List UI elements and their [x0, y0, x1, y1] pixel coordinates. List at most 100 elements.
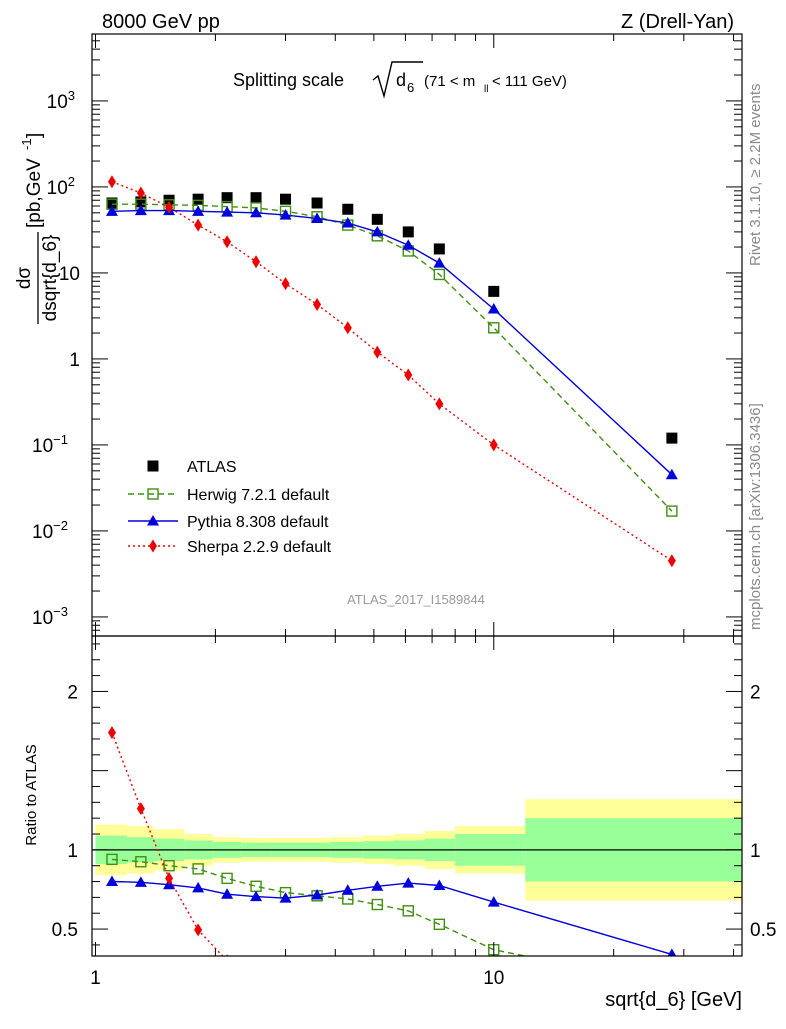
sherpa-point [343, 321, 352, 335]
legend-label: Pythia 8.308 default [187, 514, 329, 531]
herwig-point [221, 872, 233, 885]
pythia-point [402, 239, 415, 250]
pythia-point [192, 881, 205, 893]
pythia-point [371, 880, 384, 891]
analysis-id-label: ATLAS_2017_I1589844 [347, 592, 485, 607]
herwig-point [402, 905, 414, 917]
pythia-point [341, 884, 354, 895]
atlas-data-point [147, 460, 159, 472]
main-y-tick-label: 10 [59, 264, 80, 285]
main-y-tick-label: 10−3 [32, 604, 68, 629]
ratio-panel-frame [91, 635, 743, 957]
header-left-label: 8000 GeV pp [102, 11, 220, 33]
ylabel-unit-left: [pb,GeV [24, 158, 45, 228]
pythia-point [433, 879, 446, 891]
pythia-point [134, 876, 147, 887]
pythia-point [250, 890, 263, 902]
pythia-point [250, 206, 263, 218]
sherpa-point [107, 726, 116, 740]
main-y-tick-label: 103 [47, 88, 75, 113]
atlas-data-point [192, 193, 204, 205]
sherpa-point [489, 438, 498, 452]
title-sqrt-sub: 6 [407, 80, 414, 95]
pythia-point [147, 515, 159, 526]
legend-label: Sherpa 2.2.9 default [187, 539, 332, 556]
atlas-data-point [371, 213, 383, 225]
sherpa-point [107, 175, 116, 189]
ylabel-unit-right: ] [24, 133, 45, 138]
sherpa-point [281, 277, 290, 291]
legend: ATLAS Herwig 7.2.1 default Pythia 8.308 de… [128, 459, 332, 556]
sherpa-point [149, 539, 157, 553]
main-y-tick-label: 10−2 [32, 518, 68, 543]
ratio-y-tick-label-right: 2 [750, 682, 761, 703]
pythia-point [105, 205, 118, 216]
herwig-point [135, 856, 147, 868]
atlas-data-point [221, 192, 233, 204]
pythia-point [192, 205, 205, 216]
herwig-point [147, 488, 159, 500]
atlas-data-point [666, 432, 678, 444]
main-y-tick-label: 1 [69, 350, 80, 371]
ratio-y-tick-label: 0.5 [52, 920, 78, 941]
title-sqrt-sign [372, 61, 423, 99]
title-range-right: < 111 GeV) [492, 73, 567, 90]
sherpa-point [252, 255, 261, 269]
pythia-point [311, 889, 324, 900]
herwig-point [433, 918, 446, 931]
ratio-y-axis-label: Ratio to ATLAS [23, 744, 40, 845]
pythia-point [371, 225, 384, 237]
pythia-point [279, 209, 292, 220]
atlas-data-point [488, 285, 500, 297]
legend-label: Herwig 7.2.1 default [187, 487, 330, 504]
atlas-data-point [250, 192, 262, 204]
pythia-point [665, 468, 678, 480]
main-chart-title: Splitting scale d 6 (71 < m ll < 111 GeV… [233, 61, 567, 99]
herwig-point [163, 860, 175, 872]
x-tick-label: 1 [90, 968, 101, 989]
title-range-left: (71 < m [424, 73, 475, 90]
pythia-point [221, 206, 234, 217]
pythia-point [487, 896, 500, 907]
header-right-label: Z (Drell-Yan) [621, 11, 734, 33]
sherpa-point [435, 397, 444, 411]
sherpa-point [136, 802, 145, 816]
pythia-point [105, 875, 118, 887]
sherpa-point [373, 345, 382, 359]
herwig-point [106, 853, 118, 866]
x-axis-label: sqrt{d_6} [GeV] [605, 989, 742, 1011]
title-range-sub: ll [484, 84, 488, 95]
atlas-data-point [106, 197, 118, 209]
legend-label: ATLAS [187, 459, 237, 476]
pythia-point [341, 217, 354, 228]
ratio-y-tick-label: 2 [67, 682, 78, 703]
atlas-data-point [433, 243, 445, 255]
sherpa-point [223, 235, 232, 249]
ratio-y-tick-label: 1 [67, 841, 78, 862]
herwig-point [250, 880, 262, 892]
atlas-data-point [135, 196, 147, 208]
main-series-line [111, 209, 673, 476]
pythia-point [279, 892, 292, 903]
pythia-point [433, 257, 446, 268]
atlas-data-point [280, 193, 292, 205]
main-series-line [111, 181, 673, 562]
main-y-axis-label: dσ dsqrt{d_6} [pb,GeV -1 ] [14, 133, 61, 324]
herwig-point [488, 322, 500, 334]
mcplots-label: mcplots.cern.ch [arXiv:1306.3436] [747, 403, 764, 630]
sherpa-point [136, 186, 145, 200]
sherpa-point [165, 200, 174, 214]
sherpa-point [194, 923, 203, 937]
atlas-data-point [342, 203, 354, 215]
pythia-point [667, 948, 677, 956]
title-sqrt-arg: d [396, 70, 406, 90]
main-series-group [105, 175, 678, 568]
main-y-tick-label: 102 [47, 174, 75, 199]
sherpa-point [667, 554, 676, 568]
sherpa-point [313, 297, 322, 311]
x-tick-label: 10 [483, 968, 504, 989]
ylabel-frac-den: dsqrt{d_6} [40, 235, 61, 322]
rivet-version-label: Rivet 3.1.10, ≥ 2.2M events [747, 84, 764, 267]
atlas-data-point [402, 226, 414, 238]
herwig-point [371, 898, 384, 911]
